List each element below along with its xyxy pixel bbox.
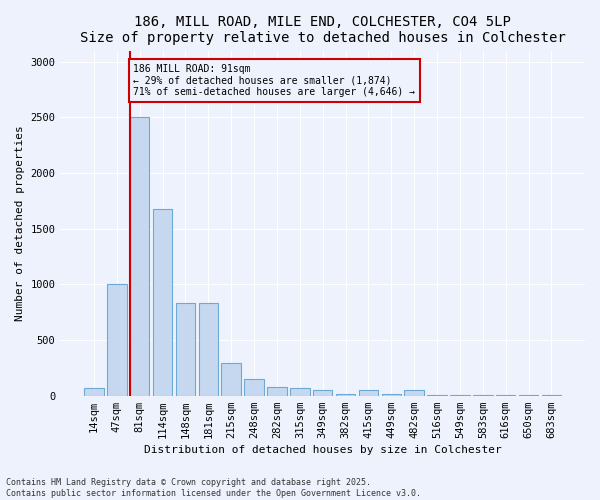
Bar <box>153 208 172 396</box>
Bar <box>221 364 241 396</box>
Bar <box>84 388 104 396</box>
Bar <box>130 118 149 396</box>
Title: 186, MILL ROAD, MILE END, COLCHESTER, CO4 5LP
Size of property relative to detac: 186, MILL ROAD, MILE END, COLCHESTER, CO… <box>80 15 566 45</box>
Text: 186 MILL ROAD: 91sqm
← 29% of detached houses are smaller (1,874)
71% of semi-de: 186 MILL ROAD: 91sqm ← 29% of detached h… <box>133 64 415 97</box>
Bar <box>267 387 287 396</box>
Bar <box>290 388 310 396</box>
Bar <box>382 394 401 396</box>
Y-axis label: Number of detached properties: Number of detached properties <box>15 125 25 321</box>
Bar <box>107 284 127 396</box>
Bar <box>427 395 447 396</box>
X-axis label: Distribution of detached houses by size in Colchester: Distribution of detached houses by size … <box>144 445 502 455</box>
Bar <box>244 379 264 396</box>
Bar <box>473 395 493 396</box>
Bar <box>313 390 332 396</box>
Bar <box>404 390 424 396</box>
Bar <box>450 395 470 396</box>
Bar <box>359 390 378 396</box>
Bar <box>176 304 195 396</box>
Text: Contains HM Land Registry data © Crown copyright and database right 2025.
Contai: Contains HM Land Registry data © Crown c… <box>6 478 421 498</box>
Bar <box>199 304 218 396</box>
Bar <box>336 394 355 396</box>
